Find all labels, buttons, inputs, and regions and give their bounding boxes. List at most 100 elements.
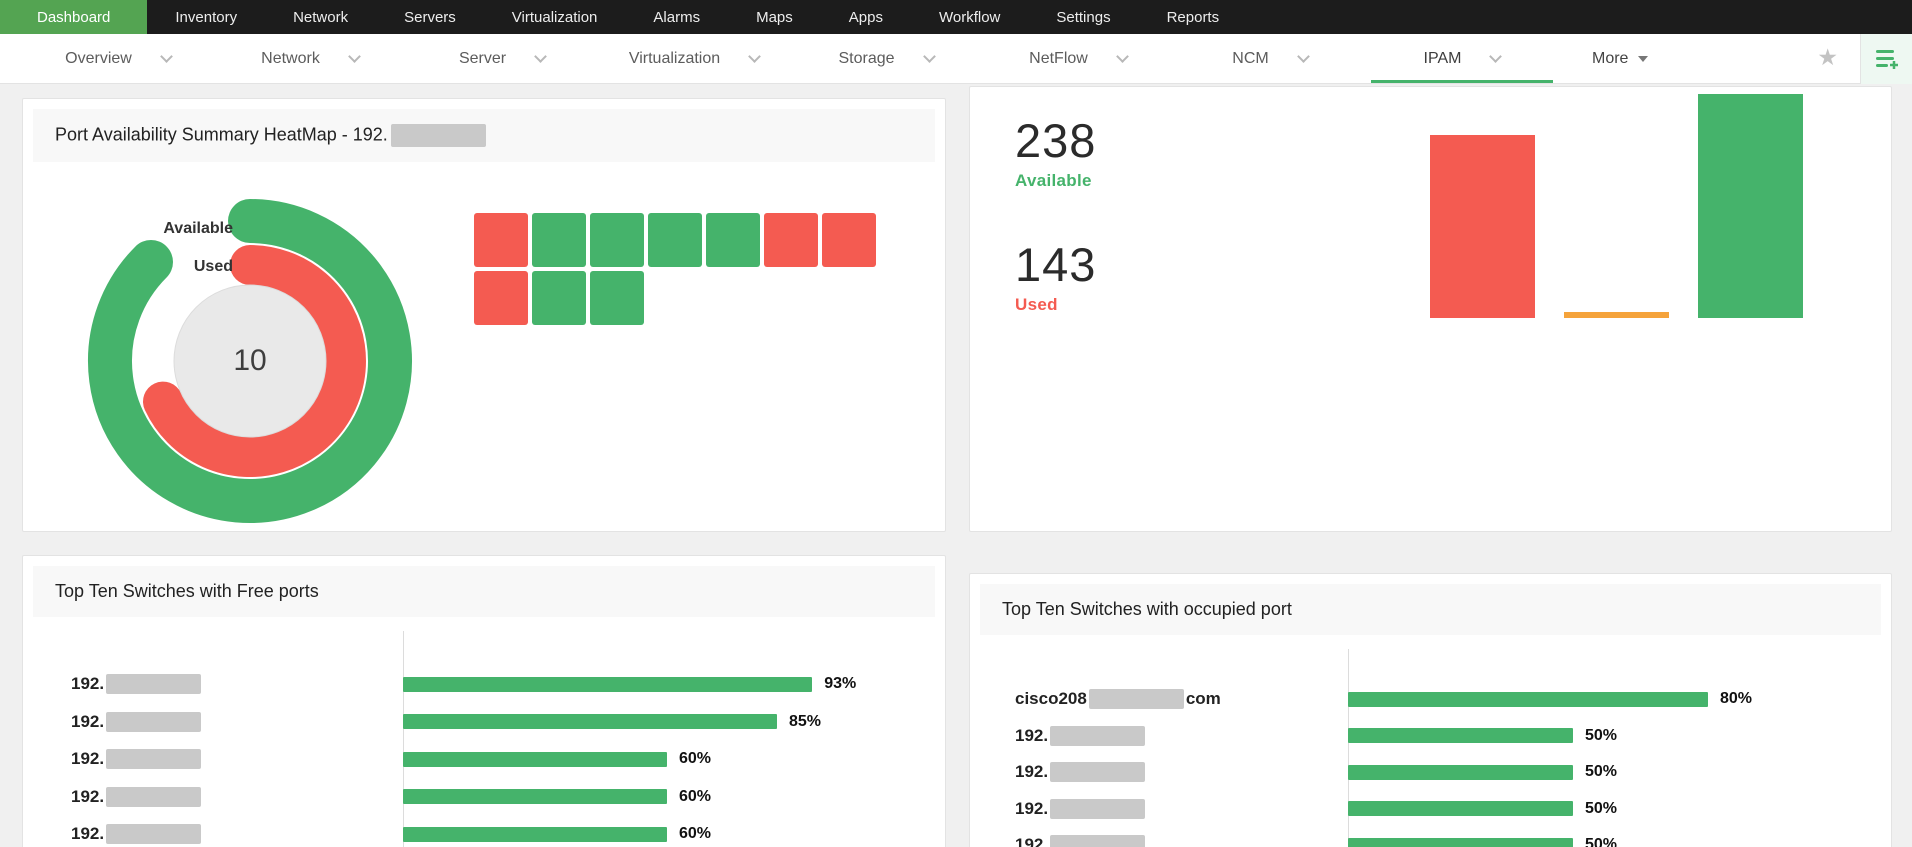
redacted-text bbox=[106, 786, 202, 807]
gauge-center-circle bbox=[173, 284, 327, 438]
switch-row: 192. 85% bbox=[23, 707, 821, 737]
used-count-block: 143 Used bbox=[1015, 237, 1096, 315]
heatmap-cell-available[interactable] bbox=[532, 271, 586, 325]
switch-row: 192. 60% bbox=[23, 744, 711, 774]
card-title: Top Ten Switches with Free ports bbox=[33, 566, 935, 617]
percentage-label: 50% bbox=[1585, 836, 1618, 847]
topnav-item-alarms[interactable]: Alarms bbox=[653, 8, 701, 26]
port-percentage-bar[interactable] bbox=[403, 714, 777, 729]
add-widget-button[interactable] bbox=[1860, 34, 1912, 84]
topnav-item-settings[interactable]: Settings bbox=[1056, 8, 1111, 26]
free-ports-card: Top Ten Switches with Free ports 192. 93%… bbox=[22, 555, 946, 847]
switch-label: 192. bbox=[970, 762, 1348, 782]
percentage-label: 80% bbox=[1720, 690, 1753, 707]
port-heatmap-grid bbox=[474, 213, 876, 325]
topnav-item-reports[interactable]: Reports bbox=[1166, 8, 1220, 26]
switch-label-prefix: 192. bbox=[71, 824, 105, 843]
tab-network[interactable]: Network bbox=[214, 34, 406, 83]
tab-overview[interactable]: Overview bbox=[22, 34, 214, 83]
switch-label: 192. bbox=[970, 835, 1348, 847]
topnav-item-maps[interactable]: Maps bbox=[756, 8, 793, 26]
chevron-down-icon bbox=[534, 50, 547, 63]
card-title: Top Ten Switches with occupied port bbox=[980, 584, 1881, 635]
card-title: Port Availability Summary HeatMap - 192. bbox=[33, 109, 935, 162]
tab-label: Virtualization bbox=[628, 49, 721, 67]
topnav-item-dashboard[interactable]: Dashboard bbox=[0, 0, 148, 34]
redacted-text bbox=[1050, 725, 1146, 746]
topnav-item-virtualization[interactable]: Virtualization bbox=[511, 8, 598, 26]
percentage-label: 60% bbox=[679, 825, 712, 842]
gauge-used-arc[interactable] bbox=[143, 245, 366, 477]
switch-label: 192. bbox=[23, 711, 403, 732]
heatmap-cell-available[interactable] bbox=[706, 213, 760, 267]
free-ports-rows: 192. 93% 192. 85% 192. 60% 192. 60% 192. 60% bbox=[23, 556, 945, 847]
topnav-item-workflow[interactable]: Workflow bbox=[938, 8, 1001, 26]
heatmap-cell-available[interactable] bbox=[590, 213, 644, 267]
switch-row: 192. 50% bbox=[970, 757, 1617, 787]
chevron-down-icon bbox=[748, 50, 762, 63]
tab-label: NCM bbox=[1232, 49, 1269, 67]
chart-axis-line bbox=[1348, 649, 1349, 847]
topnav-item-network[interactable]: Network bbox=[293, 8, 349, 26]
tab-label: Storage bbox=[838, 49, 895, 67]
heatmap-cell-available[interactable] bbox=[532, 213, 586, 267]
tab-ipam[interactable]: IPAM bbox=[1366, 34, 1558, 83]
tab-more[interactable]: More bbox=[1558, 34, 1682, 83]
port-percentage-bar[interactable] bbox=[403, 826, 667, 842]
port-percentage-bar[interactable] bbox=[403, 789, 667, 804]
redacted-text bbox=[106, 674, 202, 694]
switch-label-suffix: com bbox=[1185, 689, 1221, 708]
redacted-text bbox=[106, 711, 202, 732]
redacted-text bbox=[1050, 762, 1146, 782]
port-percentage-bar[interactable] bbox=[1348, 691, 1708, 707]
percentage-label: 60% bbox=[679, 787, 712, 805]
switch-label-prefix: 192. bbox=[71, 674, 105, 693]
switch-label: 192. bbox=[970, 725, 1348, 746]
dashboard-content: Port Availability Summary HeatMap - 192.… bbox=[0, 84, 1912, 847]
redacted-text bbox=[1050, 798, 1146, 819]
tab-storage[interactable]: Storage bbox=[790, 34, 982, 83]
port-percentage-bar[interactable] bbox=[1348, 801, 1573, 816]
heatmap-cell-used[interactable] bbox=[764, 213, 818, 267]
topnav-item-inventory[interactable]: Inventory bbox=[175, 8, 238, 26]
port-percentage-bar[interactable] bbox=[403, 676, 813, 692]
topnav-item-apps[interactable]: Apps bbox=[848, 8, 883, 26]
gauge-label-available: Available bbox=[163, 220, 233, 237]
gauge-available-arc[interactable] bbox=[88, 199, 412, 523]
tab-netflow[interactable]: NetFlow bbox=[982, 34, 1174, 83]
switch-row: 192. 50% bbox=[970, 830, 1617, 847]
port-percentage-bar[interactable] bbox=[1348, 837, 1573, 847]
port-percentage-bar[interactable] bbox=[1348, 764, 1573, 780]
heatmap-cell-used[interactable] bbox=[474, 271, 528, 325]
percentage-label: 85% bbox=[789, 712, 822, 730]
port-percentage-bar[interactable] bbox=[1348, 728, 1573, 743]
tab-server[interactable]: Server bbox=[406, 34, 598, 83]
chevron-down-icon bbox=[347, 50, 361, 63]
percentage-label: 60% bbox=[679, 750, 712, 767]
switch-row: 192. 60% bbox=[23, 782, 711, 812]
switch-row: 192. 50% bbox=[970, 794, 1617, 824]
available-count-label: Available bbox=[1015, 171, 1092, 190]
favorite-star-icon[interactable]: ★ bbox=[1817, 44, 1838, 70]
switch-label: 192. bbox=[970, 798, 1348, 819]
switch-label: cisco208 com bbox=[970, 689, 1348, 709]
heatmap-cell-used[interactable] bbox=[822, 213, 876, 267]
redacted-text bbox=[106, 749, 202, 769]
heatmap-cell-available[interactable] bbox=[648, 213, 702, 267]
redacted-text bbox=[1088, 689, 1184, 709]
chevron-down-icon bbox=[1296, 50, 1310, 63]
port-percentage-bar[interactable] bbox=[403, 751, 667, 767]
heatmap-cell-available[interactable] bbox=[590, 271, 644, 325]
summary-bar-available[interactable] bbox=[1698, 94, 1803, 318]
topnav-item-servers[interactable]: Servers bbox=[404, 8, 456, 26]
gauge-label-used: Used bbox=[193, 258, 233, 275]
summary-bar-transient[interactable] bbox=[1564, 312, 1669, 318]
switch-row: 192. 50% bbox=[970, 721, 1617, 751]
tab-virtualization[interactable]: Virtualization bbox=[598, 34, 790, 83]
switch-label-prefix: 192. bbox=[71, 749, 105, 768]
summary-bar-used[interactable] bbox=[1430, 135, 1535, 318]
tab-ncm[interactable]: NCM bbox=[1174, 34, 1366, 83]
heatmap-cell-used[interactable] bbox=[474, 213, 528, 267]
caret-down-icon bbox=[1638, 55, 1649, 62]
switch-label-prefix: 192. bbox=[71, 711, 105, 731]
